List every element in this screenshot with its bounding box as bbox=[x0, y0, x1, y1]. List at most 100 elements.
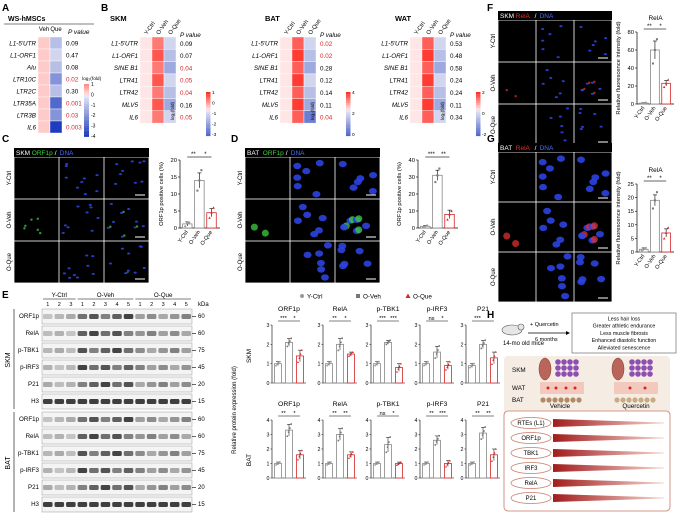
y-tick-label: 2 bbox=[461, 447, 464, 453]
skm-cell bbox=[635, 359, 641, 365]
heat-cell bbox=[433, 49, 447, 62]
blot-band bbox=[135, 365, 145, 370]
blot-band bbox=[123, 485, 134, 490]
blot-band bbox=[181, 382, 191, 387]
panel-a-letter: A bbox=[2, 3, 9, 14]
blot-band bbox=[181, 502, 191, 507]
blot-band bbox=[112, 348, 122, 353]
heat-cell bbox=[279, 36, 293, 50]
row-label: O-Veh bbox=[491, 74, 497, 91]
legend-tick: 1 bbox=[91, 82, 94, 88]
heat-cell bbox=[421, 61, 435, 75]
column-label: Y-Ctrl bbox=[414, 21, 427, 36]
nucleus bbox=[557, 275, 566, 282]
legend-swatch bbox=[346, 98, 351, 101]
heat-cell bbox=[291, 98, 305, 112]
y-tick-label: 10 bbox=[171, 192, 177, 198]
row-label: L1-5'UTR bbox=[9, 41, 36, 48]
blot-band bbox=[169, 348, 180, 353]
tissue-label: BAT bbox=[247, 150, 259, 157]
y-tick-label: 15 bbox=[171, 175, 177, 181]
sig-label: ** bbox=[429, 411, 434, 417]
sig-label: * bbox=[441, 316, 444, 322]
nucleus bbox=[111, 220, 116, 223]
row-label: L1-ORF1 bbox=[10, 53, 36, 60]
x-tick-label: O-Que bbox=[654, 254, 668, 271]
data-point bbox=[351, 350, 354, 353]
blot-band bbox=[146, 331, 157, 336]
heat-cell bbox=[291, 49, 305, 62]
lane-number: 2 bbox=[150, 302, 153, 308]
data-point bbox=[427, 461, 429, 463]
legend-swatch bbox=[84, 110, 89, 113]
nucleus bbox=[554, 96, 558, 99]
skm-cell bbox=[641, 371, 647, 377]
nucleus bbox=[585, 185, 594, 193]
bat-cell bbox=[576, 397, 582, 403]
data-point bbox=[347, 456, 350, 459]
blot-band bbox=[89, 365, 99, 370]
blot-row-label: p-IRF3 bbox=[20, 364, 39, 371]
bar bbox=[285, 429, 293, 479]
group-label: Y-Ctrl bbox=[52, 292, 67, 299]
data-point bbox=[444, 465, 447, 468]
blot-band bbox=[123, 417, 134, 422]
y-tick-label: 0 bbox=[415, 476, 418, 482]
data-point bbox=[662, 237, 666, 240]
heat-cell-que bbox=[49, 120, 63, 134]
sig-label: ** bbox=[647, 176, 652, 182]
nucleus bbox=[312, 190, 321, 198]
group-label: O-Que bbox=[154, 292, 173, 299]
blot-band bbox=[135, 502, 145, 507]
legend-swatch bbox=[346, 107, 351, 110]
data-point bbox=[664, 231, 668, 235]
blot-band bbox=[146, 382, 157, 387]
heat-cell bbox=[433, 73, 447, 87]
panel-a-col-que: Que bbox=[50, 27, 62, 33]
blot-band bbox=[169, 399, 180, 404]
blot-band bbox=[77, 365, 88, 370]
data-point bbox=[277, 462, 280, 464]
data-point bbox=[644, 246, 647, 250]
row-label: LTR2C bbox=[17, 89, 37, 96]
kda-marker: 75 bbox=[198, 451, 205, 457]
legend-swatch bbox=[346, 111, 351, 115]
blot-band bbox=[135, 451, 145, 456]
blot-band bbox=[100, 485, 111, 490]
blot-band bbox=[146, 468, 157, 473]
kda-marker: 15 bbox=[198, 502, 205, 508]
sig-label: *** bbox=[280, 316, 288, 322]
data-point bbox=[184, 225, 187, 228]
heat-cell bbox=[151, 73, 165, 87]
row-label: IL6 bbox=[27, 125, 36, 132]
y-tick-label: 2 bbox=[318, 342, 321, 348]
panel-a-heatmap: L1-5'UTR 0.09 L1-ORF1 0.47 Alu 0.08 LTR10C 0.02… bbox=[9, 36, 82, 134]
marker-label: ORF1p bbox=[32, 150, 53, 157]
marker-label: RelA bbox=[524, 481, 537, 487]
data-point bbox=[389, 339, 391, 342]
nucleus bbox=[593, 40, 597, 43]
row-label: L1-ORF1 bbox=[112, 53, 138, 60]
data-point bbox=[279, 461, 281, 463]
blot-band bbox=[123, 502, 134, 507]
nucleus bbox=[545, 69, 549, 72]
blot-band bbox=[112, 365, 122, 370]
data-point bbox=[490, 362, 493, 365]
sig-label: *** bbox=[474, 316, 482, 322]
row-label: L1-ORF1 bbox=[382, 53, 408, 60]
blot-band bbox=[89, 502, 99, 507]
y-tick-label: 0 bbox=[318, 476, 321, 482]
data-point bbox=[376, 462, 379, 464]
nucleus bbox=[547, 264, 556, 272]
data-point bbox=[436, 174, 439, 177]
stain-signal bbox=[123, 234, 126, 237]
column-label: Quercetin bbox=[622, 403, 650, 410]
data-point bbox=[425, 362, 428, 364]
x-tick-label: O-Que bbox=[654, 106, 668, 123]
y-tick-label: 2 bbox=[366, 342, 369, 348]
y-tick-label: 5 bbox=[174, 209, 177, 215]
panel-d-micrographs: BAT ORF1p / DNA Y-Ctrl O-Veh O-Que bbox=[238, 148, 380, 283]
heat-cell bbox=[151, 61, 165, 75]
blot-band bbox=[54, 382, 65, 387]
heat-cell-veh bbox=[37, 60, 51, 74]
